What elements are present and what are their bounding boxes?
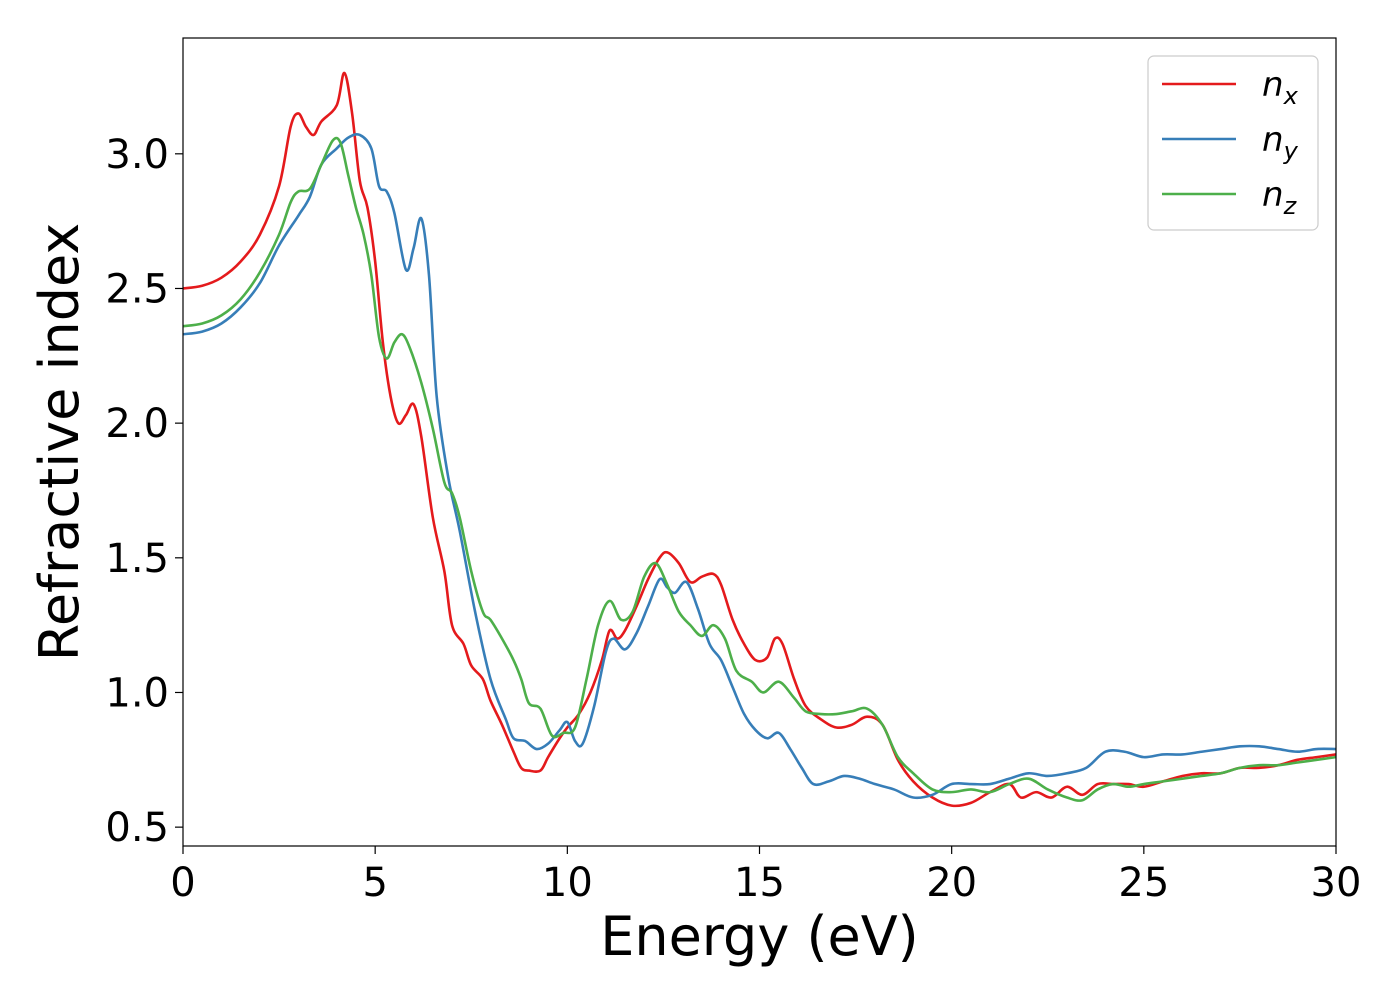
y-tick-label: 0.5 [105, 805, 169, 851]
y-tick-label: 3.0 [105, 132, 169, 178]
x-tick-label: 25 [1118, 860, 1169, 906]
x-tick-label: 10 [542, 860, 593, 906]
legend-label-y: ny [1262, 120, 1299, 165]
y-axis-label: Refractive index [28, 223, 91, 662]
legend-label-z: nz [1262, 175, 1298, 220]
series-line-x [183, 71, 1336, 808]
x-axis-ticks: 0 5 10 15 20 25 30 [170, 846, 1361, 906]
x-tick-label: 30 [1311, 860, 1362, 906]
x-tick-label: 5 [362, 860, 387, 906]
x-tick-label: 15 [734, 860, 785, 906]
x-axis-label: Energy (eV) [600, 905, 919, 968]
y-tick-label: 2.0 [105, 401, 169, 447]
x-tick-label: 20 [926, 860, 977, 906]
legend-label-x: nx [1262, 65, 1299, 110]
legend: nx ny nz [1147, 55, 1319, 231]
series-line-y [183, 133, 1336, 800]
y-tick-label: 1.5 [105, 536, 169, 582]
y-tick-label: 1.0 [105, 670, 169, 716]
legend-box [1147, 55, 1319, 231]
y-tick-label: 2.5 [105, 266, 169, 312]
y-axis-ticks: 0.5 1.0 1.5 2.0 2.5 3.0 [105, 132, 183, 851]
x-tick-label: 0 [170, 860, 195, 906]
series-line-z [183, 136, 1336, 802]
series-layer [183, 71, 1336, 808]
